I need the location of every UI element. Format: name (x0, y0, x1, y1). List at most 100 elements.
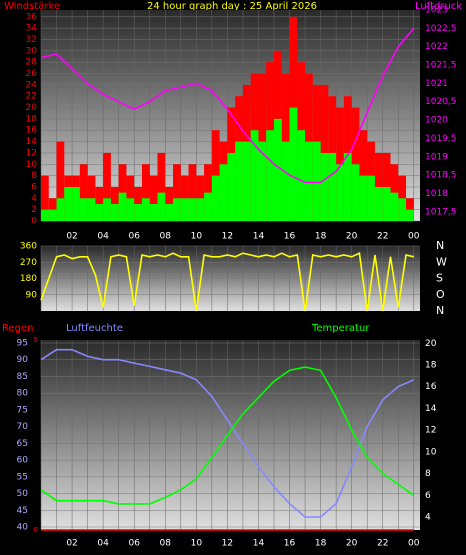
bar (157, 152, 166, 221)
bar (79, 164, 88, 221)
bar (56, 141, 65, 221)
bar (328, 152, 337, 221)
y-tick-label: 26 (26, 69, 38, 79)
y-tick-label: 6 (31, 182, 37, 192)
y-tick-label: 36 (26, 12, 38, 22)
bar (305, 141, 313, 221)
y2-tick-label: 1020 (425, 116, 448, 126)
y2-tick-label: 1022,5 (425, 24, 457, 34)
y-tick-label: 60 (17, 456, 29, 466)
y-tick-label: 18 (26, 114, 38, 124)
bar (343, 152, 352, 221)
bar (56, 198, 65, 221)
x-tick-label: 10 (191, 539, 203, 549)
y2-tick-label: 1020,5 (425, 97, 457, 107)
y-tick-label: 32 (26, 35, 37, 45)
series-line (40, 348, 415, 518)
y-tick-label: 8 (31, 171, 37, 181)
y2-tick-label: N (436, 239, 444, 252)
x-tick-label: 08 (160, 539, 172, 549)
bar (204, 192, 212, 221)
y2-tick-label: 18 (425, 360, 437, 370)
y-tick-label: 50 (17, 489, 29, 499)
y-tick-label: 10 (26, 160, 38, 170)
y2-axis-label: Luftdruck (415, 1, 462, 12)
y-tick-label: 12 (26, 148, 37, 158)
x-tick-label: 08 (160, 232, 172, 242)
y-tick-label: 0 (31, 217, 37, 227)
bar (250, 130, 259, 221)
x-tick-label: 16 (284, 539, 296, 549)
chart-title: 24 hour graph day : 25 April 2026 (147, 1, 317, 12)
bar (173, 198, 181, 221)
y2-tick-label: 1019 (425, 152, 448, 162)
x-tick-label: 14 (253, 539, 265, 549)
bar (312, 141, 321, 221)
rain-label: Regen (2, 323, 34, 334)
bar (320, 152, 329, 221)
y2-tick-label: 1022 (425, 42, 448, 52)
y2-tick-label: W (436, 255, 447, 268)
bar (188, 198, 197, 221)
y-tick-label: 95 (17, 339, 28, 349)
y-tick-label: 14 (26, 137, 38, 147)
y-tick-label: 45 (17, 506, 28, 516)
y-tick-label: 34 (26, 24, 38, 34)
x-tick-label: 12 (222, 539, 233, 549)
y-tick-label: 80 (17, 389, 29, 399)
bar (95, 203, 104, 221)
series-line (40, 27, 415, 184)
x-tick-label: 16 (284, 232, 296, 242)
bar (273, 118, 282, 221)
bar (141, 198, 150, 221)
y-tick-label: 180 (20, 274, 37, 284)
y2-tick-label: 6 (425, 491, 431, 501)
bar (289, 107, 298, 221)
bar (359, 175, 368, 221)
x-tick-label: 20 (346, 232, 358, 242)
bar (41, 175, 49, 221)
y2-tick-label: S (436, 272, 443, 285)
y2-tick-label: 10 (425, 447, 437, 457)
bar (188, 164, 197, 221)
y-tick-label: 270 (20, 258, 37, 268)
temperature-label: Temperatur (311, 323, 370, 334)
y-tick-label: 40 (17, 522, 29, 532)
y-tick-label: 75 (17, 405, 28, 415)
x-tick-label: 18 (315, 232, 327, 242)
y2-tick-label: N (436, 304, 444, 317)
bar (281, 141, 290, 221)
series-line (40, 366, 415, 505)
bar (149, 175, 158, 221)
y2-tick-label: 20 (425, 339, 437, 349)
x-tick-label: 22 (377, 232, 388, 242)
x-tick-label: 12 (222, 232, 233, 242)
y-tick-label: 90 (26, 290, 38, 300)
x-tick-label: 06 (128, 539, 140, 549)
bar (390, 192, 399, 221)
bar (103, 152, 111, 221)
bar (157, 192, 166, 221)
y3-tick-label: 0 (34, 526, 38, 534)
y-tick-label: 4 (31, 194, 37, 204)
bar (374, 186, 383, 221)
y2-tick-label: 16 (425, 382, 437, 392)
y-tick-label: 90 (17, 355, 29, 365)
bar (351, 164, 360, 221)
bar (87, 198, 96, 221)
y2-tick-label: 1018,5 (425, 171, 457, 181)
y-tick-label: 55 (17, 472, 28, 482)
humidity-label: Luftfeuchte (66, 323, 123, 334)
bar (196, 198, 205, 221)
bar (258, 141, 267, 221)
x-tick-label: 04 (97, 232, 109, 242)
bar (134, 203, 142, 221)
y2-tick-label: 1021 (425, 79, 448, 89)
y-tick-label: 2 (31, 205, 37, 215)
bar (227, 152, 236, 221)
x-tick-label: 20 (346, 539, 358, 549)
bar (141, 164, 150, 221)
bar (126, 198, 135, 221)
y2-tick-label: O (436, 288, 445, 301)
y-tick-label: 28 (26, 58, 38, 68)
